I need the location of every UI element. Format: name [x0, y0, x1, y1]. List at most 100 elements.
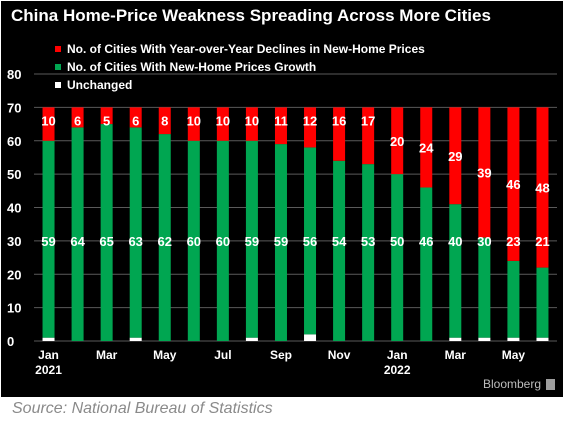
bar-declines — [420, 107, 433, 188]
y-tick-label: 30 — [7, 234, 21, 249]
data-label-declines: 48 — [535, 180, 549, 195]
x-tick-label: Sep — [270, 348, 292, 362]
bar-declines — [274, 107, 287, 145]
legend-swatch-unchanged — [55, 82, 61, 88]
bar-declines — [187, 107, 200, 141]
bar-declines — [129, 107, 142, 128]
data-label-declines: 11 — [274, 114, 288, 129]
data-label-growth: 50 — [390, 234, 404, 249]
bar-declines — [304, 107, 317, 148]
bar-declines — [100, 107, 113, 125]
x-tick-label: Jul — [214, 348, 231, 362]
data-label-growth: 64 — [70, 234, 85, 249]
data-label-declines: 24 — [419, 140, 434, 155]
legend-swatch-declines — [55, 46, 61, 52]
data-label-growth: 59 — [274, 234, 288, 249]
x-tick-label: Jan — [38, 348, 59, 362]
chart-title: China Home-Price Weakness Spreading Acro… — [11, 6, 491, 25]
bar-growth — [536, 267, 549, 338]
bar-unchanged — [129, 337, 142, 341]
legend-swatch-growth — [55, 64, 61, 70]
x-tick-label: Nov — [328, 348, 351, 362]
bar-declines — [71, 107, 84, 128]
data-label-declines: 6 — [132, 114, 139, 129]
bar-growth — [71, 127, 84, 342]
bar-growth — [216, 140, 229, 341]
bar-declines — [507, 107, 520, 261]
bar-growth — [187, 140, 200, 341]
legend-label-growth: No. of Cities With New-Home Prices Growt… — [67, 60, 317, 74]
y-tick-label: 70 — [7, 100, 21, 115]
data-label-declines: 10 — [187, 114, 201, 129]
y-tick-label: 60 — [7, 134, 21, 149]
data-label-growth: 53 — [361, 234, 375, 249]
bar-unchanged — [536, 337, 549, 341]
data-label-declines: 10 — [245, 114, 259, 129]
bar-unchanged — [42, 337, 55, 341]
x-tick-label: Mar — [445, 348, 467, 362]
data-label-declines: 5 — [103, 114, 110, 129]
x-tick-label: May — [502, 348, 526, 362]
bar-unchanged — [304, 334, 317, 341]
bar-growth — [158, 134, 171, 341]
bar-unchanged — [507, 337, 520, 341]
data-label-growth: 62 — [158, 234, 172, 249]
y-tick-label: 80 — [7, 67, 21, 82]
bar-growth — [100, 124, 113, 341]
bar-unchanged — [478, 337, 491, 341]
data-label-declines: 16 — [332, 114, 346, 129]
bar-growth — [245, 140, 258, 338]
data-label-growth: 63 — [128, 234, 142, 249]
data-label-declines: 46 — [506, 177, 520, 192]
bar-declines — [449, 107, 462, 205]
bar-unchanged — [245, 337, 258, 341]
y-tick-label: 40 — [7, 201, 21, 216]
bar-growth — [362, 164, 375, 341]
x-tick-year-label: 2022 — [384, 363, 411, 377]
data-label-growth: 65 — [99, 234, 113, 249]
data-label-growth: 54 — [332, 234, 347, 249]
y-tick-label: 0 — [7, 334, 14, 349]
data-label-declines: 29 — [448, 149, 462, 164]
bar-chart: 0102030405060708059106466556366286010601… — [7, 67, 557, 377]
bar-growth — [478, 237, 491, 338]
data-label-declines: 8 — [161, 114, 168, 129]
bar-declines — [333, 107, 346, 161]
bar-growth — [333, 160, 346, 341]
legend-item-declines: No. of Cities With Year-over-Year Declin… — [55, 42, 425, 56]
data-label-declines: 10 — [41, 114, 55, 129]
legend-label-unchanged: Unchanged — [67, 78, 133, 92]
bar-growth — [449, 204, 462, 338]
bar-declines — [42, 107, 55, 141]
data-label-growth: 46 — [419, 234, 433, 249]
bar-growth — [274, 144, 287, 341]
data-label-growth: 60 — [216, 234, 230, 249]
x-tick-year-label: 2021 — [35, 363, 62, 377]
data-label-growth: 30 — [477, 234, 491, 249]
bloomberg-icon — [546, 379, 555, 390]
bar-declines — [216, 107, 229, 141]
bar-growth — [391, 174, 404, 341]
bar-growth — [304, 147, 317, 335]
bar-growth — [507, 260, 520, 338]
bar-growth — [420, 187, 433, 341]
bar-declines — [536, 107, 549, 268]
y-tick-label: 50 — [7, 167, 21, 182]
data-label-declines: 10 — [216, 114, 230, 129]
data-label-declines: 17 — [361, 114, 375, 129]
bar-growth — [129, 127, 142, 338]
bar-declines — [478, 107, 491, 238]
data-label-growth: 23 — [506, 234, 520, 249]
data-label-growth: 59 — [245, 234, 259, 249]
bar-declines — [391, 107, 404, 175]
bar-declines — [245, 107, 258, 141]
source-note: Source: National Bureau of Statistics — [12, 400, 273, 417]
data-label-growth: 40 — [448, 234, 462, 249]
data-label-declines: 20 — [390, 134, 404, 149]
chart-panel: China Home-Price Weakness Spreading Acro… — [1, 1, 563, 397]
data-label-growth: 21 — [535, 234, 549, 249]
data-label-declines: 39 — [477, 165, 491, 180]
bar-declines — [362, 107, 375, 165]
data-label-growth: 60 — [187, 234, 201, 249]
legend-item-unchanged: Unchanged — [55, 78, 132, 92]
